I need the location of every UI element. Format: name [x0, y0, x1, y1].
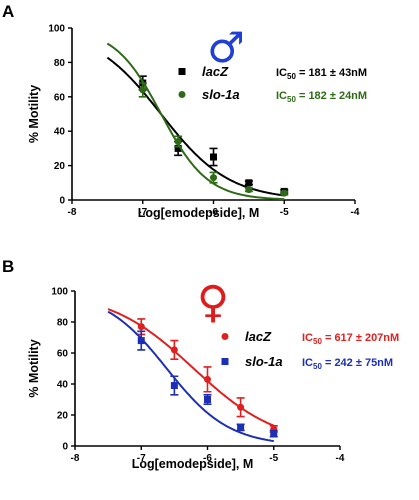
legend-marker	[221, 358, 229, 365]
ic50-value: = 182 ± 24nM	[296, 90, 367, 102]
y-tick-label: 60	[57, 349, 69, 360]
legend-marker	[178, 91, 186, 98]
x-axis-title: Log[emodepside], M	[138, 206, 260, 220]
fit-curve	[107, 308, 275, 427]
legend-label: lacZ	[245, 329, 272, 344]
x-tick-label: -4	[351, 207, 360, 218]
ic50-label: IC	[302, 332, 313, 344]
fit-curve	[106, 42, 285, 201]
chart-panel-a: A 0 20 40 60 80 100 -8 -7 -6 -5 -4 Log[emodepside], …	[2, 2, 367, 220]
data-point	[245, 186, 253, 194]
legend-label: slo-1a	[245, 354, 283, 369]
panel-letter: B	[2, 257, 14, 276]
gender-symbol: ♀	[197, 277, 229, 328]
data-point	[174, 144, 182, 152]
y-tick-label: 0	[59, 196, 65, 207]
panel-letter: A	[2, 2, 14, 21]
data-point	[237, 403, 245, 411]
gender-symbol: ♂	[207, 23, 245, 72]
series-lacZ: lacZ IC50 = 181 ± 43nM	[106, 56, 367, 197]
x-tick-label: -5	[280, 207, 289, 218]
legend-marker	[178, 68, 186, 75]
ic50-subscript: 50	[287, 95, 296, 104]
fit-curve	[107, 310, 274, 443]
data-point	[237, 423, 245, 431]
ic50-annotation: IC50 = 242 ± 75nM	[302, 357, 393, 371]
data-point	[170, 346, 178, 354]
y-tick-label: 0	[62, 442, 68, 453]
chart-panel-b: B 0 20 40 60 80 100 -8 -7 -6 -5 -4 Log[emodepside], …	[2, 257, 399, 471]
x-tick-label: -5	[269, 453, 278, 464]
ic50-subscript: 50	[287, 72, 296, 81]
data-point	[245, 179, 253, 187]
data-point	[210, 174, 217, 182]
data-point	[210, 153, 217, 161]
y-tick-label: 40	[54, 127, 66, 138]
ic50-annotation: IC50 = 617 ± 207nM	[302, 332, 399, 346]
data-point	[137, 323, 145, 331]
y-tick-label: 100	[48, 24, 65, 35]
y-tick-label: 40	[57, 380, 69, 391]
ic50-annotation: IC50 = 181 ± 43nM	[276, 67, 367, 81]
x-tick-label: -6	[209, 207, 218, 218]
x-tick-label: -6	[203, 453, 212, 464]
fit-curve	[106, 56, 285, 197]
legend-marker	[221, 333, 229, 340]
data-point	[139, 86, 147, 94]
legend-label: slo-1a	[202, 87, 240, 102]
y-axis-title: % Motility	[27, 85, 41, 143]
y-tick-label: 80	[57, 318, 69, 329]
data-point	[280, 189, 288, 197]
y-axis-title: % Motility	[27, 339, 41, 397]
series-slo-1a: slo-1a IC50 = 242 ± 75nM	[107, 310, 393, 443]
x-tick-label: -4	[336, 453, 345, 464]
ic50-annotation: IC50 = 182 ± 24nM	[276, 90, 367, 104]
ic50-label: IC	[302, 357, 313, 369]
ic50-label: IC	[276, 90, 287, 102]
data-point	[204, 375, 211, 383]
x-tick-label: -7	[137, 453, 146, 464]
legend-label: lacZ	[202, 64, 229, 79]
series-slo-1a: slo-1a IC50 = 182 ± 24nM	[106, 42, 367, 201]
y-tick-label: 60	[54, 92, 66, 103]
y-tick-label: 100	[51, 287, 68, 298]
ic50-subscript: 50	[313, 362, 322, 371]
ic50-value: = 242 ± 75nM	[322, 357, 393, 369]
data-point	[137, 337, 145, 345]
y-tick-label: 80	[54, 58, 66, 69]
y-tick-label: 20	[57, 411, 69, 422]
y-tick-label: 20	[54, 161, 66, 172]
ic50-value: = 617 ± 207nM	[322, 332, 399, 344]
data-point	[174, 138, 182, 146]
x-axis-title: Log[emodepside], M	[132, 457, 254, 471]
data-point	[170, 382, 178, 390]
data-point	[270, 430, 278, 438]
ic50-value: = 181 ± 43nM	[296, 67, 367, 79]
data-point	[204, 396, 211, 403]
x-tick-label: -8	[71, 453, 80, 464]
x-tick-label: -7	[138, 207, 147, 218]
x-tick-label: -8	[68, 207, 77, 218]
series-lacZ: lacZ IC50 = 617 ± 207nM	[107, 308, 399, 433]
ic50-subscript: 50	[313, 337, 322, 346]
ic50-label: IC	[276, 67, 287, 79]
